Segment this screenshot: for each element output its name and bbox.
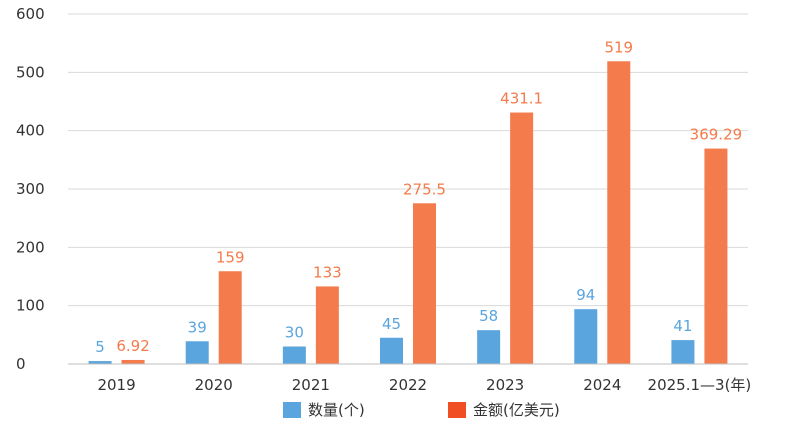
data-label-amount-3: 275.5: [403, 180, 446, 198]
x-tick-label: 2021: [292, 376, 330, 394]
data-label-amount-2: 133: [313, 263, 342, 281]
data-label-amount-1: 159: [216, 248, 245, 266]
gridlines: [68, 13, 748, 307]
y-tick-label: 0: [16, 355, 26, 373]
data-labels: 5 6.92 39 159 30 133 45 275.5 58 431.1 94 519 41 369.…: [95, 38, 742, 356]
x-tick-label: 2023: [486, 376, 524, 394]
bar-amount-2: [315, 286, 339, 364]
legend-label-count: 数量(个): [308, 401, 365, 419]
bar-count-0: [88, 361, 112, 364]
bar-count-2: [282, 346, 306, 364]
bar-count-1: [185, 341, 209, 364]
x-tick-label: 2024: [583, 376, 621, 394]
bar-count-3: [380, 337, 403, 364]
bar-count-6: [671, 340, 695, 364]
bar-count-5: [574, 309, 598, 364]
y-tick-label: 500: [16, 63, 45, 81]
x-tick-label: 2020: [195, 376, 233, 394]
data-label-count-5: 94: [576, 286, 595, 304]
x-tick-label: 2022: [389, 376, 427, 394]
bar-amount-6: [704, 148, 728, 364]
data-label-amount-0: 6.92: [116, 337, 149, 355]
legend: 数量(个) 金额(亿美元): [283, 401, 560, 419]
data-label-count-3: 45: [382, 315, 401, 333]
data-label-count-6: 41: [673, 317, 692, 335]
y-axis: 0 100 200 300 400 500 600: [16, 5, 45, 373]
x-axis: 2019 2020 2021 2022 2023 2024 2025.1—3(年): [68, 363, 752, 394]
y-tick-label: 600: [16, 5, 45, 23]
data-label-count-2: 30: [285, 324, 304, 342]
legend-swatch-count: [283, 402, 301, 418]
y-tick-label: 200: [16, 238, 45, 256]
x-tick-label: 2019: [97, 376, 135, 394]
bar-amount-1: [218, 271, 242, 364]
y-tick-label: 400: [16, 122, 45, 140]
legend-swatch-amount: [448, 402, 466, 418]
y-tick-label: 300: [16, 180, 45, 198]
data-label-amount-6: 369.29: [690, 126, 743, 144]
bar-count-4: [477, 330, 501, 364]
legend-label-amount: 金额(亿美元): [473, 401, 560, 419]
data-label-amount-4: 431.1: [500, 90, 543, 108]
data-label-count-4: 58: [479, 307, 498, 325]
data-label-count-1: 39: [188, 318, 207, 336]
bar-amount-0: [121, 359, 145, 364]
bar-amount-3: [413, 203, 436, 364]
bar-amount-5: [607, 61, 631, 364]
bar-amount-4: [510, 112, 534, 365]
x-tick-label: 2025.1—3(年): [648, 376, 752, 394]
y-tick-label: 100: [16, 297, 45, 315]
data-label-amount-5: 519: [604, 38, 633, 56]
data-label-count-0: 5: [95, 338, 105, 356]
bars: [88, 61, 728, 365]
